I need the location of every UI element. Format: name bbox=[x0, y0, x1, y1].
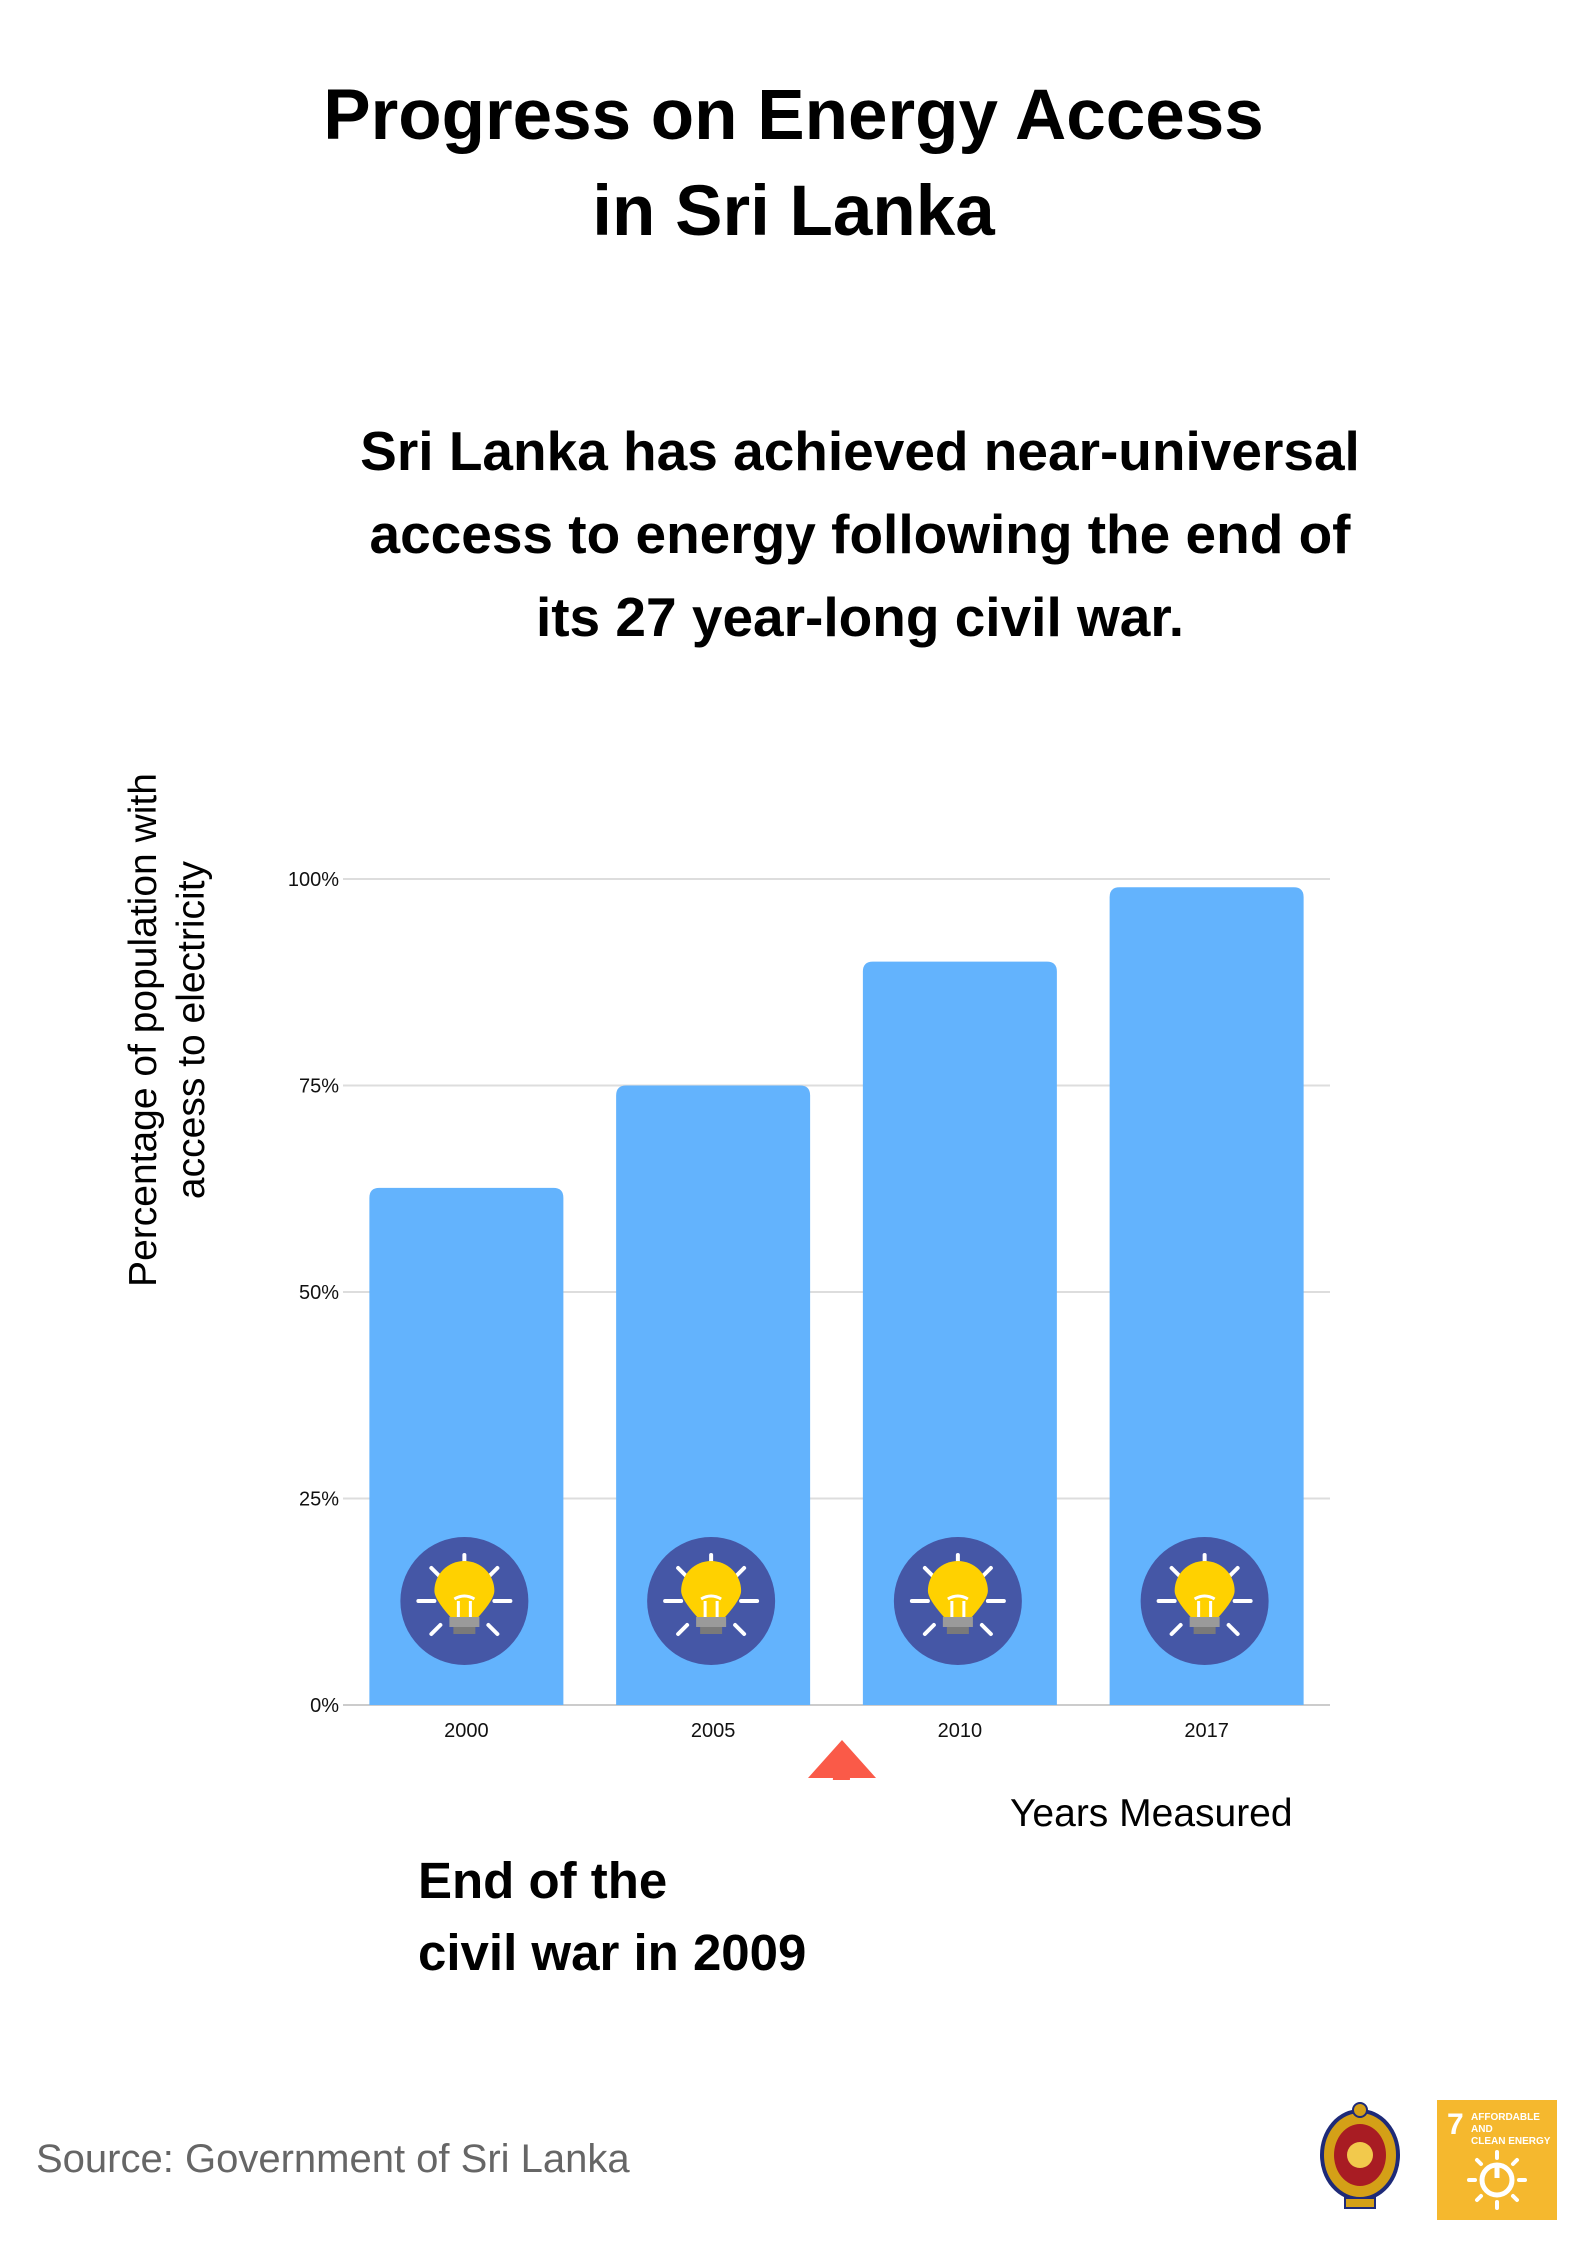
bar-2010 bbox=[862, 961, 1057, 1705]
y-tick-label: 50% bbox=[299, 1282, 339, 1304]
bar-chart: 0% 25% 50% 75% 100% 2000 2005 2010 2017 bbox=[288, 869, 1330, 1780]
source-note: Source: Government of Sri Lanka bbox=[36, 2137, 630, 2181]
bar-2017 bbox=[1109, 887, 1304, 1705]
x-tick-label: 2017 bbox=[1184, 1720, 1229, 1742]
page-title: Progress on Energy Access in Sri Lanka bbox=[0, 68, 1587, 260]
annotation-line: End of the bbox=[418, 1852, 668, 1909]
y-tick-label: 25% bbox=[299, 1489, 339, 1511]
x-tick-label: 2000 bbox=[444, 1720, 489, 1742]
sdg7-badge: 7 AFFORDABLE AND CLEAN ENERGY bbox=[1437, 2100, 1557, 2220]
title-line: Progress on Energy Access bbox=[323, 76, 1264, 155]
sdg-label-line: CLEAN ENERGY bbox=[1471, 2136, 1551, 2147]
x-tick-label: 2010 bbox=[938, 1720, 983, 1742]
x-tick-label: 2005 bbox=[691, 1720, 736, 1742]
sri-lanka-emblem-icon bbox=[1320, 2102, 1400, 2209]
lightbulb-icon bbox=[647, 1537, 776, 1665]
sdg-label: AFFORDABLE AND CLEAN ENERGY bbox=[1471, 2112, 1555, 2148]
sdg-number: 7 bbox=[1447, 2108, 1464, 2141]
sdg-label-line: AFFORDABLE AND bbox=[1471, 2112, 1540, 2135]
civil-war-annotation: End of the civil war in 2009 bbox=[418, 1845, 806, 1989]
title-line: in Sri Lanka bbox=[592, 172, 995, 251]
y-tick-label: 100% bbox=[288, 869, 339, 891]
y-tick-label: 75% bbox=[299, 1076, 339, 1098]
bar-2005 bbox=[616, 1085, 811, 1705]
subtitle-line: its 27 year-long civil war. bbox=[535, 586, 1185, 648]
lightbulb-icon bbox=[893, 1537, 1022, 1665]
page-subtitle: Sri Lanka has achieved near-universal ac… bbox=[200, 410, 1520, 659]
lightbulb-icon bbox=[400, 1537, 529, 1665]
subtitle-line: access to energy following the end of bbox=[369, 503, 1351, 565]
lightbulb-icon bbox=[1140, 1537, 1269, 1665]
y-tick-label: 0% bbox=[310, 1695, 339, 1717]
subtitle-line: Sri Lanka has achieved near-universal bbox=[360, 420, 1360, 482]
annotation-line: civil war in 2009 bbox=[418, 1924, 807, 1981]
arrow-head bbox=[808, 1740, 876, 1778]
sdg7-icon bbox=[1437, 2100, 1557, 2220]
x-axis-label: Years Measured bbox=[1010, 1792, 1293, 1835]
